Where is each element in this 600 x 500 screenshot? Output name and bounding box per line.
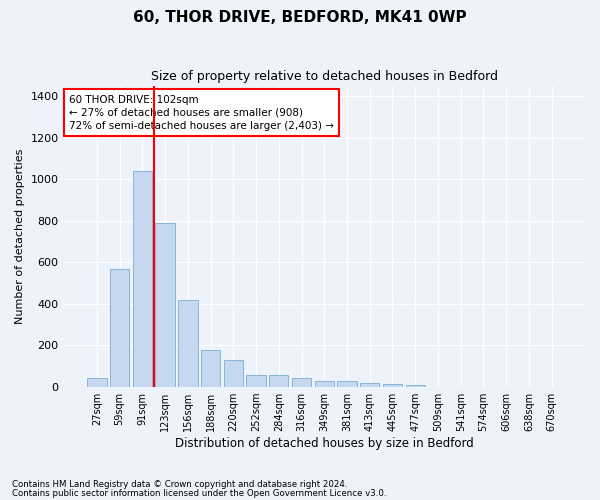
Bar [87, 378, 107, 387]
Bar [247, 374, 266, 387]
Bar [178, 300, 197, 387]
Bar [110, 268, 130, 387]
Y-axis label: Number of detached properties: Number of detached properties [15, 148, 25, 324]
Text: Contains public sector information licensed under the Open Government Licence v3: Contains public sector information licen… [12, 488, 386, 498]
Title: Size of property relative to detached houses in Bedford: Size of property relative to detached ho… [151, 70, 498, 83]
Bar [337, 382, 356, 387]
Bar [201, 350, 220, 387]
Text: 60, THOR DRIVE, BEDFORD, MK41 0WP: 60, THOR DRIVE, BEDFORD, MK41 0WP [133, 10, 467, 25]
Bar [314, 381, 334, 387]
Text: 60 THOR DRIVE: 102sqm
← 27% of detached houses are smaller (908)
72% of semi-det: 60 THOR DRIVE: 102sqm ← 27% of detached … [69, 94, 334, 131]
Bar [133, 171, 152, 387]
Bar [360, 383, 379, 387]
X-axis label: Distribution of detached houses by size in Bedford: Distribution of detached houses by size … [175, 437, 473, 450]
Bar [383, 384, 402, 387]
Bar [155, 223, 175, 387]
Bar [292, 378, 311, 387]
Bar [224, 360, 243, 387]
Bar [406, 385, 425, 387]
Text: Contains HM Land Registry data © Crown copyright and database right 2024.: Contains HM Land Registry data © Crown c… [12, 480, 347, 489]
Bar [269, 375, 289, 387]
